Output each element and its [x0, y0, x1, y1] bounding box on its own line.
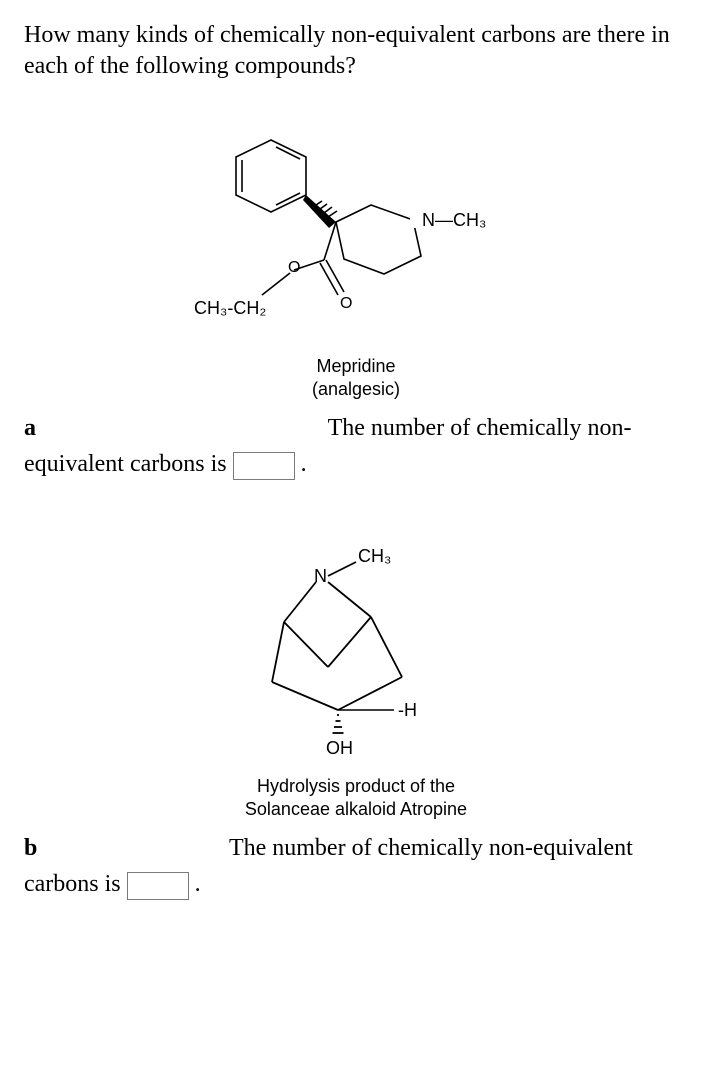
label-o-single: O [288, 259, 300, 276]
answer-a-input[interactable] [233, 452, 295, 480]
part-a-label: a [24, 415, 36, 441]
meperidine-svg: N—CH₃ O O CH₃-CH₂ [166, 122, 546, 342]
part-b-sentence: The number of chemically non-equivalent … [24, 835, 633, 897]
caption-b-line1: Hydrolysis product of the [24, 775, 688, 798]
tropine-svg: N CH₃ -H OH [206, 532, 506, 762]
caption-a-line1: Mepridine [24, 355, 688, 378]
label-o-double: O [340, 295, 352, 312]
part-b-row: b The number of chemically non-equivalen… [24, 830, 688, 902]
question-text: How many kinds of chemically non-equival… [24, 20, 688, 82]
structure-a: N—CH₃ O O CH₃-CH₂ Mepridine (analgesic) [24, 122, 688, 400]
label-oh: OH [326, 738, 353, 758]
part-a-row: a The number of chemically non-equivalen… [24, 410, 688, 482]
caption-a-line2: (analgesic) [24, 378, 688, 401]
caption-a: Mepridine (analgesic) [24, 355, 688, 400]
label-n: N [314, 566, 327, 586]
structure-b: N CH₃ -H OH Hydrolysis product of the So… [24, 532, 688, 820]
part-b-label: b [24, 835, 37, 861]
caption-b: Hydrolysis product of the Solanceae alka… [24, 775, 688, 820]
period-b: . [195, 871, 201, 897]
label-nch3: N—CH₃ [422, 210, 486, 230]
caption-b-line2: Solanceae alkaloid Atropine [24, 798, 688, 821]
label-h: -H [398, 700, 417, 720]
period-a: . [301, 451, 307, 477]
part-a-sentence: The number of chemically non-equivalent … [24, 415, 631, 477]
answer-b-input[interactable] [127, 872, 189, 900]
label-b-nch3: CH₃ [358, 546, 391, 566]
label-ch3ch2: CH₃-CH₂ [194, 298, 266, 318]
